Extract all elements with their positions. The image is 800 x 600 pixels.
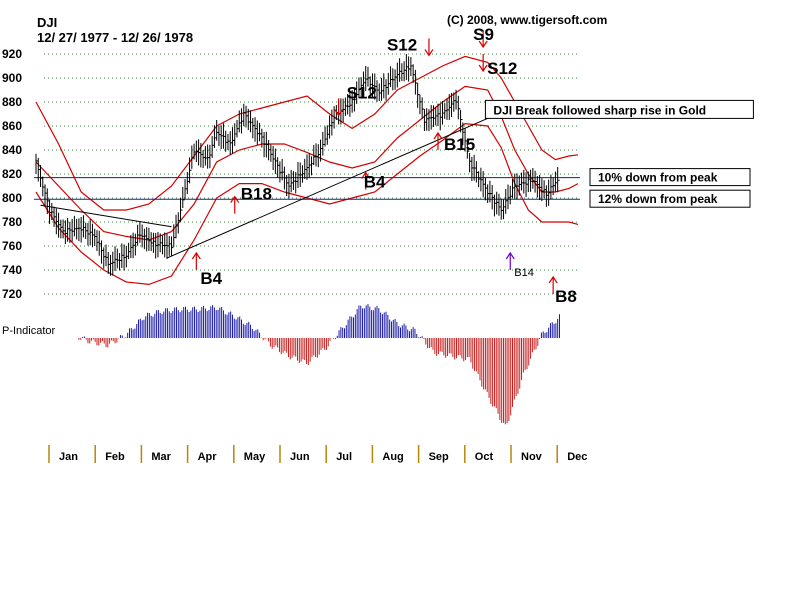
signal-label: S12 <box>347 83 377 102</box>
p-indicator-histogram <box>78 304 560 425</box>
reference-lines: 10% down from peak 12% down from peak <box>34 168 751 208</box>
y-tick-label: 740 <box>2 263 22 277</box>
band-upper <box>35 55 579 211</box>
buy-arrowhead <box>548 275 558 284</box>
month-label: Nov <box>521 451 543 463</box>
month-label: Feb <box>105 451 125 463</box>
annotation-box <box>484 99 754 119</box>
buy-arrowhead <box>191 251 201 260</box>
sell-arrowhead <box>478 40 488 49</box>
y-tick-label: 780 <box>2 215 22 229</box>
buy-arrowhead <box>433 131 443 140</box>
y-tick-label: 760 <box>2 239 22 253</box>
reference-label: 10% down from peak <box>598 171 718 185</box>
copyright: (C) 2008, www.tigersoft.com <box>447 13 607 27</box>
y-tick-label: 880 <box>2 95 22 109</box>
sell-arrowhead <box>424 49 434 57</box>
reference-label-box <box>589 168 751 187</box>
buy-arrowhead <box>505 251 515 260</box>
month-label: Mar <box>151 451 171 463</box>
y-tick-label: 800 <box>2 191 22 205</box>
signal-label: B4 <box>200 269 222 288</box>
month-label: Oct <box>475 451 494 463</box>
signal-label: B14 <box>514 267 534 279</box>
buy-arrowhead <box>230 195 240 203</box>
month-axis: Jan Feb Mar Apr May Jun Jul Aug Sep Oct Nov Dec <box>48 445 587 463</box>
reference-label-box <box>589 189 751 208</box>
signal-label: B15 <box>444 135 475 154</box>
band-lower <box>35 122 579 286</box>
y-tick-label: 900 <box>2 71 22 85</box>
annotation-text: DJI Break followed sharp rise in Gold <box>493 103 706 117</box>
date-range: 12/ 27/ 1977 - 12/ 26/ 1978 <box>37 30 193 45</box>
signal-label: B4 <box>364 173 386 192</box>
symbol-label: DJI <box>37 15 57 30</box>
signal-markers: B4 B18 S12 B4 S12 B15 S9 S12 B14 B8 <box>191 25 577 306</box>
sell-arrowhead <box>478 64 488 73</box>
month-label: Sep <box>429 451 449 463</box>
signal-label: S12 <box>387 35 417 54</box>
signal-label: S12 <box>487 59 517 78</box>
annotations: DJI Break followed sharp rise in Gold <box>484 99 754 119</box>
sell-arrowhead <box>334 109 344 117</box>
trend-line <box>40 204 172 228</box>
y-tick-label: 860 <box>2 119 22 133</box>
y-tick-label: 920 <box>2 47 22 61</box>
reference-label: 12% down from peak <box>598 192 718 206</box>
month-label: Jan <box>59 451 78 463</box>
month-label: Jul <box>336 451 352 463</box>
month-label: Jun <box>290 451 310 463</box>
y-tick-label: 820 <box>2 167 22 181</box>
signal-label: S9 <box>473 25 494 44</box>
price-bars <box>35 54 560 276</box>
signal-label: B8 <box>555 287 577 306</box>
signal-label: B18 <box>241 185 272 204</box>
buy-arrowhead <box>361 171 371 179</box>
y-tick-label: 840 <box>2 143 22 157</box>
month-label: May <box>244 451 266 463</box>
month-label: Aug <box>382 451 403 463</box>
y-tick-label: 720 <box>2 287 22 301</box>
y-axis-ticks: 920 900 880 860 840 820 800 780 760 740 720 <box>2 47 22 301</box>
month-label: Dec <box>567 451 587 463</box>
month-label: Apr <box>198 451 218 463</box>
indicator-label: P-Indicator <box>2 325 56 337</box>
